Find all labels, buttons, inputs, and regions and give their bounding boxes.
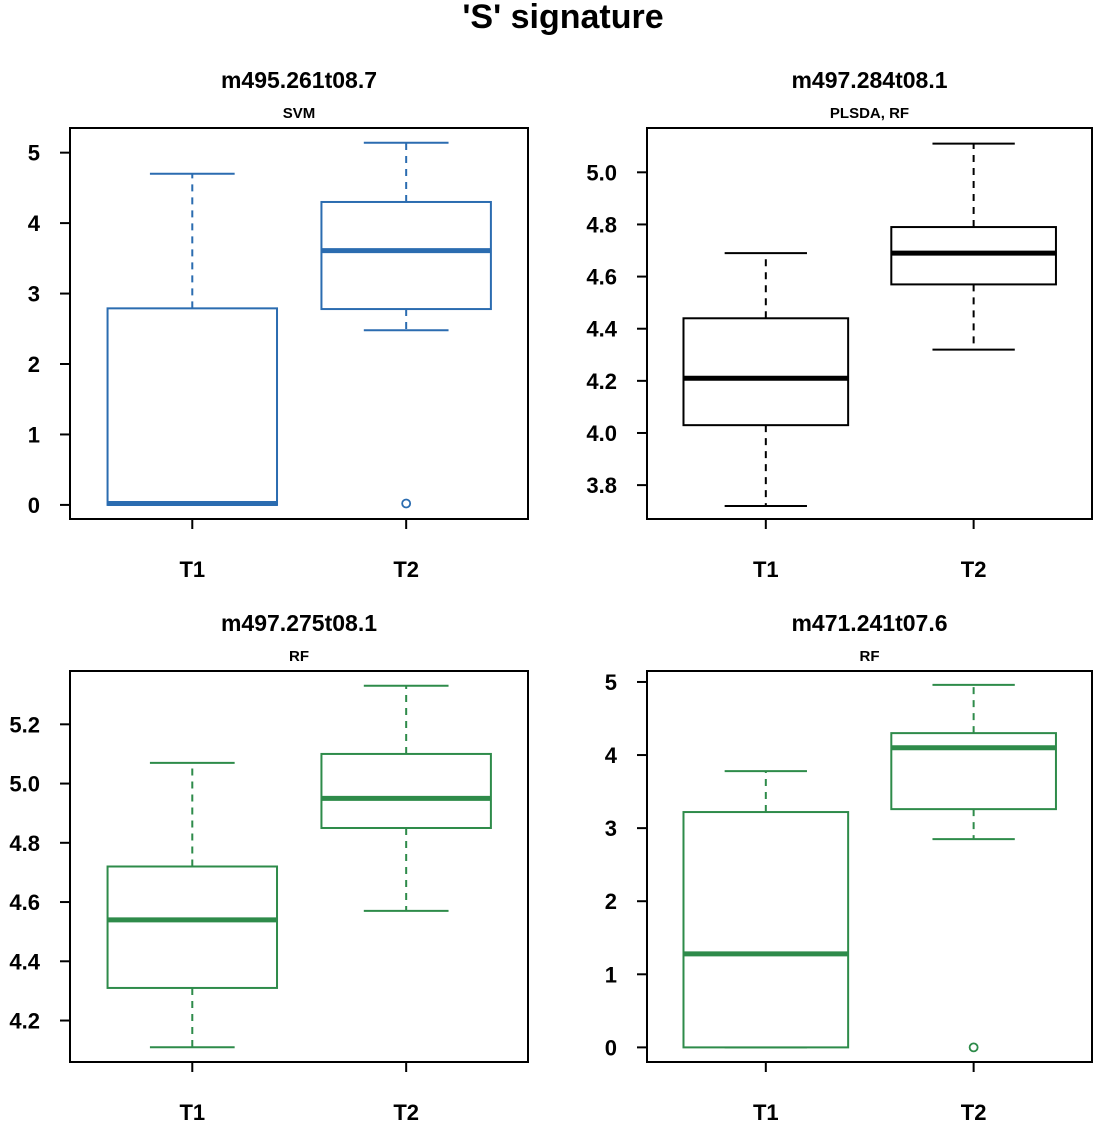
y-tick-label: 5.0 [586, 160, 617, 185]
y-tick-label: 0 [605, 1035, 617, 1060]
panels: m495.261t08.7 SVM 0 1 2 3 4 5 T1 T2 m497.284t08.1 P… [9, 67, 1093, 1121]
x-tick-label: T2 [393, 557, 419, 582]
panel-subtitle: PLSDA, RF [830, 105, 909, 122]
box-t2 [890, 142, 1057, 351]
box-t1 [106, 172, 279, 507]
x-tick-label: T1 [753, 557, 779, 582]
box-body [106, 307, 279, 506]
plot-frame [69, 670, 529, 1063]
y-tick-label: 2 [605, 889, 617, 914]
outlier-point [401, 498, 412, 509]
panel-subtitle: SVM [283, 105, 316, 122]
y-tick-label: 4.4 [9, 949, 40, 974]
plot-frame [69, 127, 529, 520]
box-t1 [682, 252, 850, 507]
panel-subtitle: RF [860, 648, 880, 665]
y-tick-label: 4.8 [586, 212, 617, 237]
panel-4: m471.241t07.6 RF 0 1 2 3 4 5 T1 T2 [605, 610, 1093, 1121]
box-body [890, 732, 1057, 811]
y-tick-label: 4.8 [9, 831, 40, 856]
y-tick-label: 5.0 [9, 772, 40, 797]
box-t2 [320, 141, 492, 509]
panel-title: m497.275t08.1 [221, 610, 377, 636]
box-body [682, 811, 850, 1049]
y-tick-label: 0 [28, 493, 40, 518]
y-tick-label: 4.0 [586, 421, 617, 446]
panel-subtitle: RF [289, 648, 309, 665]
x-tick-label: T1 [179, 557, 205, 582]
y-tick-label: 5 [605, 670, 617, 695]
x-tick-label: T1 [179, 1100, 205, 1121]
y-tick-label: 1 [605, 962, 617, 987]
y-tick-label: 4 [605, 743, 618, 768]
panel-title: m495.261t08.7 [221, 67, 377, 93]
y-tick-label: 4 [28, 211, 41, 236]
y-tick-label: 4.4 [586, 317, 617, 342]
y-tick-label: 4.2 [9, 1009, 40, 1034]
panel-title: m497.284t08.1 [791, 67, 947, 93]
y-tick-label: 4.6 [586, 265, 617, 290]
y-tick-label: 4.6 [9, 890, 40, 915]
y-tick-label: 2 [28, 352, 40, 377]
y-tick-label: 5 [28, 141, 40, 166]
plot-frame [646, 127, 1093, 520]
box-t2 [320, 684, 492, 912]
x-tick-label: T2 [961, 1100, 987, 1121]
y-tick-label: 5.2 [9, 712, 40, 737]
x-tick-label: T2 [961, 557, 987, 582]
box-t2 [890, 683, 1057, 1053]
box-body [320, 752, 492, 829]
box-body [890, 226, 1057, 286]
main-title: 'S' signature [462, 0, 663, 36]
box-body [106, 865, 279, 989]
y-tick-label: 3 [605, 816, 617, 841]
y-tick-label: 4.2 [586, 369, 617, 394]
y-tick-label: 3.8 [586, 473, 617, 498]
plot-frame [646, 670, 1093, 1063]
box-t1 [106, 761, 279, 1049]
x-tick-label: T2 [393, 1100, 419, 1121]
y-tick-label: 3 [28, 282, 40, 307]
y-tick-label: 1 [28, 422, 40, 447]
box-body [320, 200, 492, 311]
panel-1: m495.261t08.7 SVM 0 1 2 3 4 5 T1 T2 [28, 67, 529, 582]
box-t1 [682, 770, 850, 1049]
panel-title: m471.241t07.6 [791, 610, 947, 636]
outlier-point [968, 1042, 979, 1053]
x-tick-label: T1 [753, 1100, 779, 1121]
panel-2: m497.284t08.1 PLSDA, RF 3.8 4.0 4.2 4.4 4.6 4.8… [586, 67, 1093, 582]
box-body [682, 317, 850, 427]
panel-3: m497.275t08.1 RF 4.2 4.4 4.6 4.8 5.0 5.2 T1 T2 [9, 610, 529, 1121]
